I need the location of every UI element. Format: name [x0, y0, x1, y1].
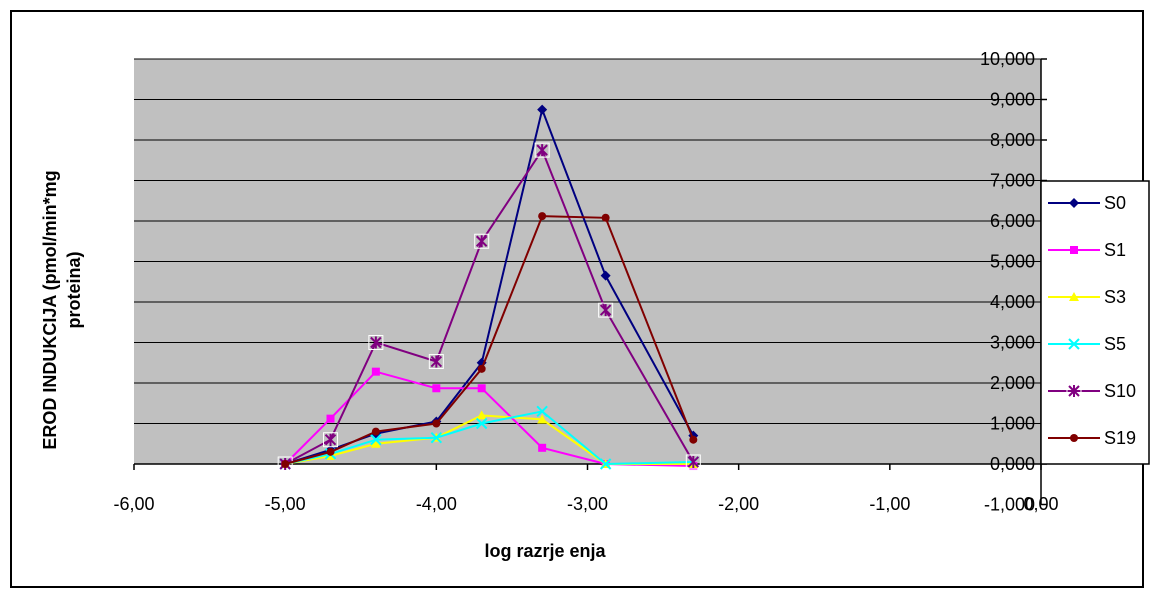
data-point — [326, 414, 335, 423]
data-point — [600, 270, 611, 281]
y-tick-label: -1,000 — [984, 495, 1035, 515]
series-line-s1 — [284, 370, 694, 467]
data-point — [371, 367, 380, 376]
legend-box — [1040, 180, 1150, 465]
x-tick-label: -1,00 — [869, 494, 910, 514]
legend-item-s3: S3 — [1048, 287, 1126, 307]
data-point — [281, 460, 290, 468]
y-tick-label: 2,000 — [990, 373, 1035, 393]
data-point — [428, 354, 444, 370]
legend-marker — [1070, 246, 1078, 254]
data-point — [474, 233, 490, 249]
y-tick-label: 7,000 — [990, 171, 1035, 191]
series-s10 — [277, 142, 701, 472]
series-s19 — [281, 212, 698, 468]
y-tick-label: 4,000 — [990, 292, 1035, 312]
legend-label: S0 — [1104, 193, 1126, 213]
y-tick-label: 6,000 — [990, 211, 1035, 231]
y-axis-ticks: -1,000 0,000 1,000 2,000 3,000 4,000 5,000 6,00… — [980, 49, 1047, 515]
series-line-s0 — [284, 106, 695, 465]
data-point — [432, 419, 441, 428]
data-point — [685, 454, 701, 470]
y-tick-label: 0,000 — [990, 454, 1035, 474]
y-tick-label: 8,000 — [990, 130, 1035, 150]
series-line-s5 — [284, 410, 694, 466]
series-line-s19 — [284, 215, 695, 465]
data-point — [477, 364, 486, 373]
data-point — [538, 443, 547, 452]
legend-label: S3 — [1104, 287, 1126, 307]
data-point — [326, 447, 335, 456]
data-point — [537, 414, 548, 424]
legend-label: S1 — [1104, 240, 1126, 260]
data-point — [601, 213, 610, 222]
data-point — [534, 142, 550, 158]
data-point — [536, 405, 548, 418]
data-point — [598, 302, 614, 318]
data-point — [432, 384, 441, 393]
legend-marker — [1070, 434, 1078, 442]
series-line-s10 — [284, 147, 695, 465]
data-point — [475, 417, 488, 430]
data-point — [599, 458, 612, 470]
legend-label: S10 — [1104, 381, 1136, 401]
series-layer — [277, 104, 701, 472]
data-point — [430, 431, 443, 444]
data-point — [538, 212, 547, 221]
legend-item-s1: S1 — [1048, 240, 1126, 260]
y-tick-label: 5,000 — [990, 252, 1035, 272]
x-tick-label: -3,00 — [567, 494, 608, 514]
x-tick-label: -6,00 — [113, 494, 154, 514]
data-point — [476, 410, 487, 420]
legend-item-s19: S19 — [1048, 428, 1136, 448]
y-tick-label: 3,000 — [990, 333, 1035, 353]
data-point — [368, 335, 384, 350]
gridlines — [134, 58, 1041, 424]
series-line-s3 — [285, 414, 694, 465]
data-point — [323, 432, 339, 448]
data-point — [370, 433, 382, 446]
x-tick-label: -2,00 — [718, 494, 759, 514]
y-tick-label: 10,000 — [980, 49, 1035, 69]
y-tick-label: 9,000 — [990, 90, 1035, 110]
y-tick-label: 1,000 — [990, 414, 1035, 434]
data-point — [370, 438, 381, 448]
data-point — [537, 104, 548, 115]
x-tick-label: -4,00 — [416, 494, 457, 514]
y-axis-title-line1: EROD INDUKCIJA (pmol/min*mg — [40, 170, 60, 449]
x-axis-title: log razrje enja — [484, 541, 606, 561]
data-point — [477, 384, 486, 393]
y-axis-title-line2: proteina) — [64, 251, 84, 328]
legend-marker — [1069, 198, 1079, 208]
legend-marker — [1068, 338, 1080, 350]
legend-marker — [1066, 383, 1082, 399]
legend: S0 S1 S3 S5 S10 S19 — [1040, 180, 1150, 465]
legend-marker — [1069, 292, 1079, 301]
legend-item-s5: S5 — [1048, 334, 1126, 354]
x-tick-label: -5,00 — [265, 494, 306, 514]
legend-label: S5 — [1104, 334, 1126, 354]
x-axis-ticks: -6,00 -5,00 -4,00 -3,00 -2,00 -1,00 0,00 — [113, 464, 1059, 514]
data-point — [371, 427, 380, 436]
legend-item-s10: S10 — [1048, 381, 1136, 401]
legend-item-s0: S0 — [1048, 193, 1126, 213]
legend-label: S19 — [1104, 428, 1136, 448]
data-point — [689, 435, 698, 444]
